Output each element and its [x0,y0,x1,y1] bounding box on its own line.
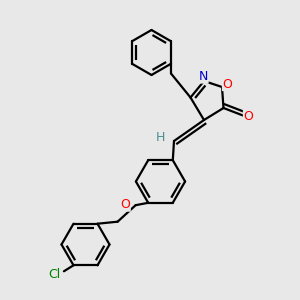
Text: O: O [120,198,130,211]
Text: H: H [156,131,166,144]
Text: N: N [199,70,208,83]
Text: Cl: Cl [48,268,60,281]
Text: O: O [244,110,253,124]
Text: O: O [223,77,232,91]
